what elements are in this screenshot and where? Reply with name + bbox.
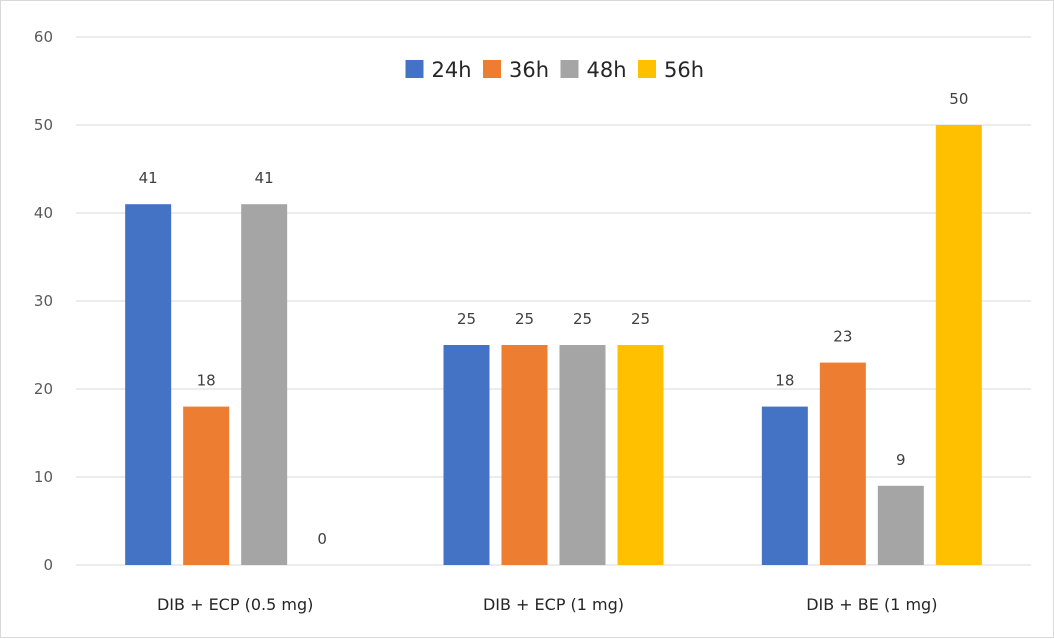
bars <box>125 125 982 565</box>
legend-swatch <box>638 60 656 78</box>
data-label: 0 <box>317 530 327 548</box>
y-tick-label: 60 <box>34 28 53 46</box>
legend-swatch <box>560 60 579 78</box>
data-label: 18 <box>197 372 216 390</box>
bar-24h-1 <box>443 345 490 565</box>
legend-item-24h: 24h <box>405 58 472 82</box>
y-tick-label: 0 <box>43 556 53 574</box>
data-label: 41 <box>139 169 158 187</box>
legend-item-56h: 56h <box>638 58 704 82</box>
category-label: DIB + ECP (0.5 mg) <box>157 595 313 614</box>
y-tick-label: 20 <box>34 380 53 398</box>
data-label: 25 <box>515 310 534 328</box>
bar-48h-0 <box>241 204 288 565</box>
legend-swatch <box>405 60 424 78</box>
legend-label: 56h <box>664 58 704 82</box>
legend-swatch <box>483 60 501 78</box>
bar-48h-1 <box>559 345 606 565</box>
category-label: DIB + BE (1 mg) <box>806 595 937 614</box>
y-tick-label: 50 <box>34 116 53 134</box>
y-tick-label: 40 <box>34 204 53 222</box>
legend-label: 24h <box>432 58 472 82</box>
data-label: 25 <box>573 310 592 328</box>
data-label: 23 <box>833 328 852 346</box>
bar-56h-2 <box>935 125 982 565</box>
data-label: 50 <box>949 90 968 108</box>
legend-item-48h: 48h <box>560 58 627 82</box>
bar-24h-2 <box>761 406 808 565</box>
data-labels: 41 18 41 0 25 25 25 25 18 23 9 50 <box>139 90 969 548</box>
legend-item-36h: 36h <box>483 58 549 82</box>
data-label: 18 <box>775 372 794 390</box>
legend: 24h 36h 48h 56h <box>405 58 704 82</box>
bar-24h-0 <box>125 204 172 565</box>
legend-label: 48h <box>587 58 627 82</box>
bar-56h-1 <box>617 345 664 565</box>
data-label: 25 <box>631 310 650 328</box>
y-tick-label: 10 <box>34 468 53 486</box>
bar-48h-2 <box>877 485 924 565</box>
y-tick-label: 30 <box>34 292 53 310</box>
bar-36h-0 <box>183 406 230 565</box>
gridlines <box>76 36 1031 566</box>
bar-36h-1 <box>501 345 548 565</box>
data-label: 9 <box>896 451 906 469</box>
y-axis-ticks: 0 10 20 30 40 50 60 <box>34 28 53 574</box>
data-label: 25 <box>457 310 476 328</box>
bar-36h-2 <box>819 362 866 565</box>
category-label: DIB + ECP (1 mg) <box>483 595 624 614</box>
data-label: 41 <box>255 169 274 187</box>
legend-label: 36h <box>509 58 549 82</box>
x-axis-categories: DIB + ECP (0.5 mg) DIB + ECP (1 mg) DIB + … <box>157 595 937 614</box>
